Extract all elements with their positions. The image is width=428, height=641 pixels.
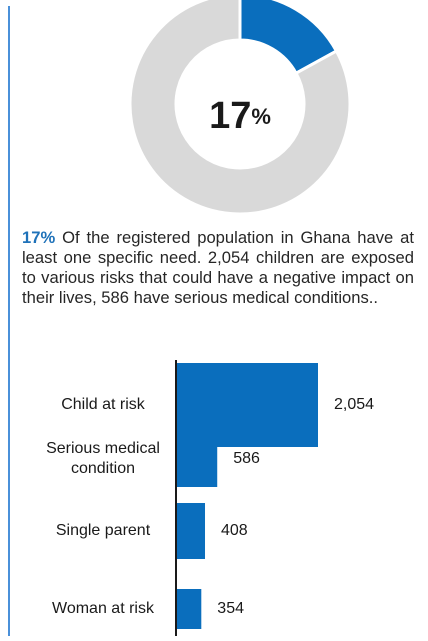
bar-2	[177, 503, 206, 559]
donut-center-value: 17	[209, 95, 251, 137]
bar-value-label-2: 408	[221, 522, 248, 539]
side-rule	[8, 6, 10, 636]
bar-value-label-0: 2,054	[334, 396, 374, 413]
bar-value-label-3: 354	[217, 600, 244, 617]
bar-3	[177, 589, 202, 629]
donut-chart: 17%	[0, 0, 428, 225]
bar-category-label-3: Woman at risk	[52, 600, 155, 617]
caption-highlight: 17%	[22, 228, 56, 247]
bar-1	[177, 431, 218, 487]
bar-category-label-0: Child at risk	[61, 396, 146, 413]
donut-center-label: 17%	[209, 95, 271, 137]
bar-value-label-1: 586	[233, 450, 260, 467]
donut-center-unit: %	[251, 104, 271, 129]
bar-category-label-2: Single parent	[56, 522, 151, 539]
bar-chart: 2,054 Child at risk 586 Serious medical cond…	[0, 360, 428, 636]
bar-category-label-1: Serious medical condition	[46, 440, 160, 477]
caption-text: Of the registered population in Ghana ha…	[22, 228, 414, 307]
summary-caption: 17% Of the registered population in Ghan…	[22, 228, 414, 308]
donut-slice-1	[128, 0, 352, 216]
